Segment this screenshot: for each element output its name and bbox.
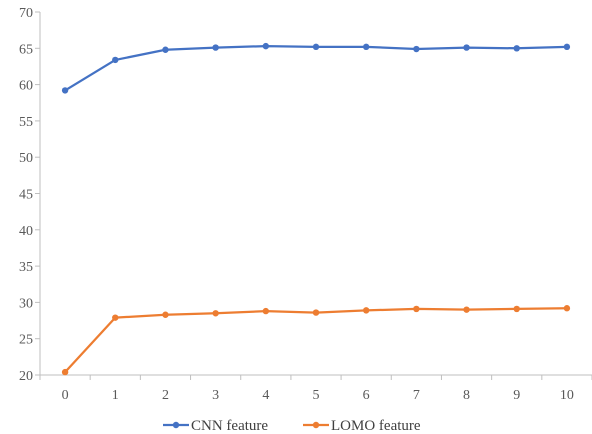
cnn-feature-point [61,87,69,94]
x-tick-label: 6 [363,388,370,403]
y-tick-label: 65 [19,42,33,57]
y-tick-label: 35 [19,260,33,275]
cnn-feature-legend-marker [172,421,180,429]
cnn-feature-line [64,44,567,92]
x-tick-label: 10 [560,388,574,403]
x-tick-label: 3 [212,388,219,403]
lomo-feature-point [162,311,169,318]
cnn-feature-point [262,42,270,50]
lomo-feature-line [64,307,567,373]
x-tick-label: 2 [162,388,169,403]
lomo-feature-legend-label: LOMO feature [331,418,421,434]
y-tick-label: 60 [19,79,33,94]
lomo-feature-point [312,309,320,316]
x-tick-label: 4 [262,388,269,403]
cnn-feature-point [513,45,520,52]
x-tick-label: 0 [62,388,69,403]
y-tick-label: 30 [19,296,33,311]
lomo-feature-point [61,368,69,376]
cnn-feature-point [413,45,420,53]
y-tick-label: 45 [19,188,33,203]
y-tick-label: 40 [19,224,33,239]
y-axis-ticks: 20 25 30 35 40 45 50 55 60 65 70 [19,6,40,384]
cnn-feature-point [212,44,219,51]
y-tick-label: 20 [19,369,33,384]
x-tick-label: 5 [313,388,320,403]
cnn-feature-point [162,46,169,53]
x-tick-label: 7 [413,388,420,403]
cnn-feature-point [362,43,370,51]
x-tick-label: 9 [513,388,520,403]
x-tick-label: 1 [112,388,119,403]
lomo-feature-point [563,305,571,312]
cnn-feature-point [312,43,320,51]
lomo-feature-point [362,307,370,314]
y-tick-label: 70 [19,6,33,21]
lomo-feature-point [212,310,219,317]
cnn-feature-point [112,56,119,64]
y-tick-label: 25 [19,333,33,348]
series-group [61,42,571,376]
y-tick-label: 50 [19,151,33,166]
x-tick-label: 8 [463,388,470,403]
y-tick-label: 55 [19,115,33,130]
lomo-feature-point [112,314,119,321]
lomo-feature-point [413,305,420,313]
cnn-feature-point [563,43,571,51]
lomo-feature-point [262,307,270,315]
axes [39,12,592,376]
cnn-feature-point [463,44,470,51]
cnn-feature-legend-label: CNN feature [191,418,268,434]
lomo-feature-legend-marker [312,421,320,429]
lomo-feature-point [513,305,520,313]
legend: CNN feature LOMO feature [163,418,421,434]
x-axis-ticks: 0 1 2 3 4 5 6 7 8 9 10 [39,375,592,403]
lomo-feature-point [463,306,470,313]
